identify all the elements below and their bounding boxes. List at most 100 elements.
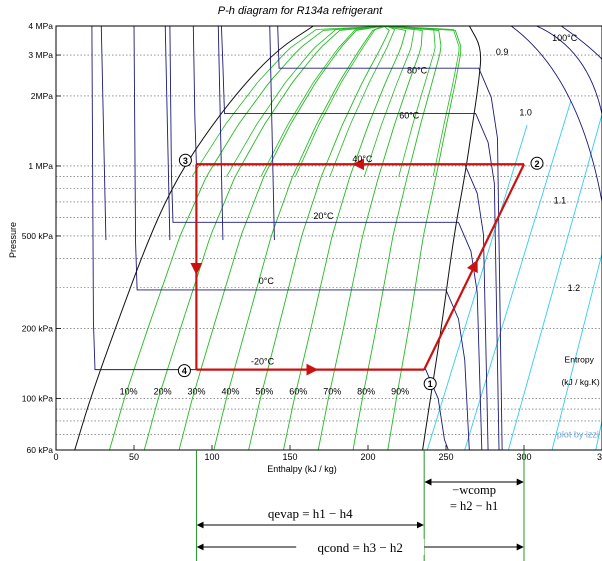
entropy-label: 0.9 — [496, 47, 509, 57]
x-tick-label: 200 — [360, 452, 375, 462]
quality-line — [109, 26, 384, 450]
entropy-line — [551, 251, 602, 450]
x-axis-label: Enthalpy (kJ / kg) — [267, 464, 337, 474]
entropy-line — [595, 418, 602, 450]
quality-line — [386, 26, 460, 177]
y-tick-label: 4 MPa — [28, 21, 53, 31]
state-point-marker — [530, 156, 544, 170]
y-tick-label: 100 kPa — [22, 393, 53, 403]
isotherm-line — [133, 26, 470, 450]
quality-line — [329, 26, 396, 177]
quality-line — [386, 26, 436, 177]
w-comp-eq-label: = h2 − h1 — [450, 499, 498, 513]
isotherm-line — [164, 26, 171, 241]
isotherm-label: -20°C — [251, 356, 275, 366]
entropy-line — [426, 124, 528, 450]
quality-line — [178, 26, 384, 450]
quality-label: 50% — [255, 386, 273, 396]
y-tick-label: 2MPa — [31, 91, 53, 101]
quality-line — [248, 26, 390, 450]
state-point-marker — [177, 364, 191, 378]
quality-line — [191, 26, 387, 177]
quality-line — [352, 26, 442, 450]
state-point-label: 4 — [182, 366, 187, 376]
quality-label: 60% — [289, 386, 307, 396]
quality-line — [226, 26, 387, 177]
quality-line — [363, 26, 415, 177]
state-point-marker — [178, 153, 192, 167]
quality-line — [295, 26, 387, 177]
y-tick-label: 60 kPa — [27, 445, 54, 455]
y-tick-label: 500 kPa — [22, 231, 53, 241]
quality-line — [383, 26, 462, 450]
q-evap-label: qevap = h1 − h4 — [268, 506, 353, 521]
plot-credit: plot by izzi — [557, 429, 599, 439]
quality-line — [317, 26, 423, 450]
isotherm-label: 20°C — [313, 211, 334, 221]
q-cond-label-bg — [296, 539, 425, 555]
isotherm-label: 40°C — [352, 154, 373, 164]
quality-line — [283, 26, 407, 450]
w-comp-label: −wcomp — [452, 483, 496, 497]
quality-label: 40% — [221, 386, 239, 396]
quality-label: 90% — [391, 386, 409, 396]
entropy-lines — [426, 101, 602, 450]
quality-line — [143, 26, 384, 450]
y-tick-label: 3 MPa — [28, 50, 53, 60]
isotherm-line — [100, 26, 107, 241]
saturated-liquid-line — [74, 26, 314, 450]
x-tick-label: 0 — [53, 452, 58, 462]
refrigeration-cycle: 1 2 3 4 — [177, 153, 544, 391]
isotherm-line — [269, 26, 275, 241]
isotherm-line — [277, 26, 503, 450]
isotherm-lines — [91, 26, 602, 450]
isotherm-label: 100°C — [552, 33, 578, 43]
y-axis-label: Pressure — [8, 222, 18, 258]
energy-annotations: qevap = h1 − h4 −wcomp = h2 − h1 qcond = h3… — [195, 450, 525, 561]
plot-frame — [55, 25, 602, 451]
isotherm-line — [217, 26, 224, 241]
x-tick-label: 150 — [282, 452, 297, 462]
quality-label: 80% — [357, 386, 375, 396]
isotherm-label: 0°C — [259, 276, 275, 286]
quality-label: 70% — [323, 386, 341, 396]
y-tick-label: 1 MPa — [28, 161, 53, 171]
quality-line — [213, 26, 384, 450]
isotherm-line — [510, 26, 602, 203]
x-tick-label: 250 — [438, 452, 453, 462]
saturated-vapor-line — [422, 26, 482, 450]
x-tick-label: 100 — [204, 452, 219, 462]
entropy-label: 1.1 — [554, 195, 567, 205]
q-cond-label: qcond = h3 − h2 — [317, 540, 402, 555]
quality-label: 20% — [154, 386, 172, 396]
state-point-label: 3 — [183, 156, 188, 166]
entropy-line — [507, 112, 602, 450]
isotherm-line — [560, 26, 602, 60]
state-point-label: 2 — [534, 159, 539, 169]
critical-point-cap — [313, 26, 470, 27]
isotherm-line — [169, 26, 483, 450]
isotherm-line — [220, 26, 500, 450]
isotherm-line — [91, 26, 449, 450]
grid-lines — [56, 54, 602, 435]
entropy-title-line2: (kJ / kg.K) — [561, 377, 599, 387]
quality-line — [260, 26, 387, 177]
x-tick-label: 35 — [597, 452, 602, 462]
entropy-label: 1.2 — [568, 283, 581, 293]
isotherm-label: 60°C — [399, 111, 420, 121]
state-point-label: 1 — [428, 379, 433, 389]
saturation-dome — [74, 26, 482, 450]
quality-label: 10% — [120, 386, 138, 396]
isotherm-label: 80°C — [407, 65, 428, 75]
chart-title: P-h diagram for R134a refrigerant — [218, 5, 383, 17]
entropy-title-line1: Entropy — [565, 354, 595, 364]
state-point-marker — [423, 377, 437, 391]
entropy-line — [464, 101, 572, 450]
x-tick-label: 50 — [129, 452, 139, 462]
entropy-label: 1.0 — [519, 107, 532, 117]
cycle-arrow — [466, 259, 478, 274]
y-tick-label: 200 kPa — [22, 323, 53, 333]
